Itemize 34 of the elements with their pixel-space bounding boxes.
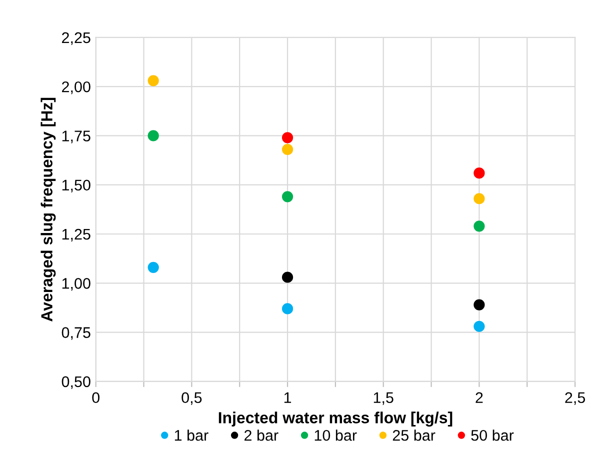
point [282,303,294,314]
y-tick-label: 0,75 [62,327,90,340]
point [474,193,485,204]
y-tick-label: 0,50 [62,376,90,389]
x-axis-title: Injected water mass flow [kg/s] [218,412,452,427]
y-tick-label: 2,25 [62,32,90,45]
y-tick-label: 2,00 [62,81,90,94]
legend-label: 2 bar [244,430,278,441]
point [282,272,294,283]
y-tick-label: 1,00 [62,278,90,291]
y-tick-label: 1,50 [62,180,90,192]
point [474,299,485,310]
point [474,220,485,232]
legend-label: 25 bar [392,430,436,441]
y-tick-label: 1,25 [62,228,90,242]
x-tick-label: 2,5 [565,392,586,405]
x-tick-label: 0,5 [182,392,202,405]
point [282,132,294,144]
legend-label: 10 bar [314,430,357,441]
x-tick-label: 1 [284,392,292,403]
point [474,168,485,179]
x-tick-label: 1,5 [374,392,394,405]
point [282,191,294,202]
y-axis-title: Averaged slug frequency [Hz] [40,98,56,322]
point [148,75,159,86]
y-tick-label: 1,75 [62,130,90,144]
point [282,144,294,156]
point [148,262,159,273]
point [474,320,485,332]
legend-label: 50 bar [471,430,514,441]
x-tick-label: 2 [476,392,483,403]
legend-label: 1 bar [174,430,208,441]
point [148,130,159,142]
x-tick-label: 0 [92,392,100,404]
